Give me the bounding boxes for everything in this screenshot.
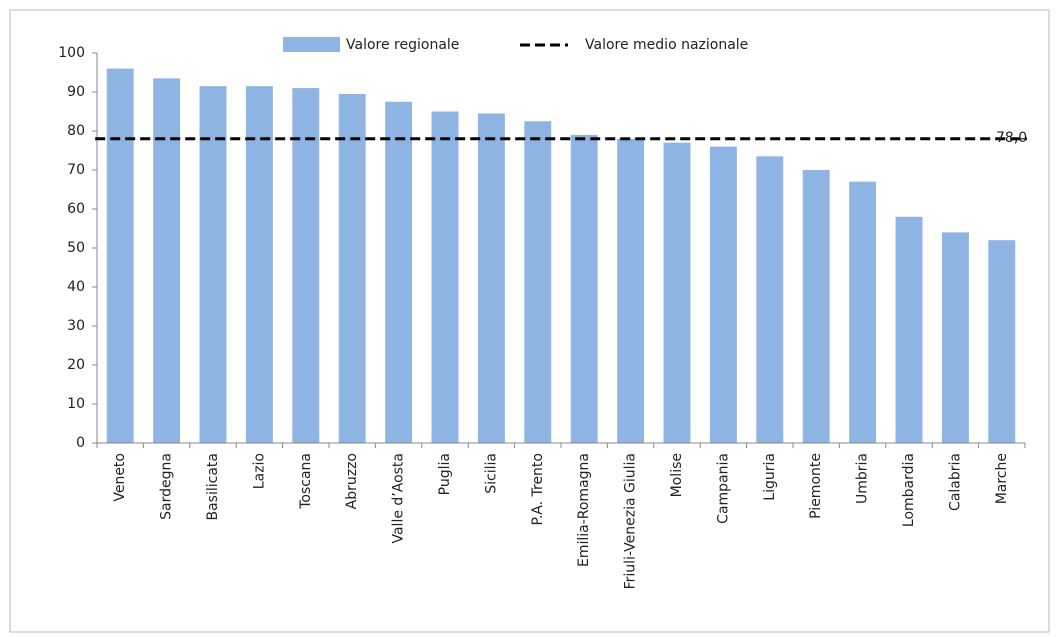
bar	[524, 121, 552, 443]
bar	[709, 146, 737, 443]
x-tick-label: Piemonte	[808, 453, 824, 519]
y-tick-label: 90	[67, 84, 85, 100]
x-tick-label: Lombardia	[901, 453, 917, 527]
bar	[570, 134, 598, 443]
bar	[756, 156, 784, 443]
x-tick-label: Sicilia	[483, 453, 499, 494]
y-tick-label: 10	[67, 396, 85, 412]
x-tick-label: Marche	[994, 453, 1010, 504]
y-tick-label: 60	[67, 201, 85, 217]
x-tick-label: P.A. Trento	[530, 453, 546, 525]
bar	[338, 93, 366, 443]
x-tick-label: Friuli-Venezia Giulia	[623, 453, 639, 589]
y-tick-label: 70	[67, 162, 85, 178]
bar	[153, 78, 181, 443]
y-tick-label: 30	[67, 318, 85, 334]
bar	[988, 240, 1016, 443]
bar	[663, 142, 691, 443]
bar	[617, 138, 645, 444]
bar	[106, 68, 134, 443]
y-tick-label: 0	[76, 435, 85, 451]
x-tick-label: Calabria	[947, 453, 963, 511]
bar	[895, 216, 923, 443]
bar	[245, 86, 273, 444]
legend-label: Valore medio nazionale	[585, 37, 748, 53]
x-tick-label: Emilia-Romagna	[576, 453, 592, 567]
x-tick-label: Abruzzo	[344, 453, 360, 509]
y-tick-label: 40	[67, 279, 85, 295]
bar	[849, 181, 877, 443]
y-tick-label: 80	[67, 123, 85, 139]
bar	[941, 232, 969, 443]
bar	[292, 88, 320, 443]
x-tick-label: Puglia	[437, 453, 453, 495]
x-tick-label: Umbria	[855, 453, 871, 504]
x-tick-label: Valle d’Aosta	[391, 453, 407, 544]
y-tick-label: 100	[58, 45, 85, 61]
x-tick-label: Sardegna	[159, 453, 175, 520]
bar	[385, 101, 413, 443]
y-tick-label: 20	[67, 357, 85, 373]
legend-label: Valore regionale	[346, 37, 459, 53]
x-tick-label: Veneto	[112, 453, 128, 502]
reference-label: 78,0	[996, 130, 1027, 146]
bar	[199, 86, 227, 444]
x-tick-label: Molise	[669, 453, 685, 497]
x-tick-label: Campania	[715, 453, 731, 524]
x-tick-label: Toscana	[298, 453, 314, 510]
bar	[477, 113, 505, 443]
bar	[431, 111, 459, 443]
x-tick-label: Basilicata	[205, 453, 221, 521]
bar	[802, 170, 830, 443]
legend-swatch	[283, 37, 340, 52]
x-tick-label: Lazio	[251, 453, 267, 489]
y-tick-label: 50	[67, 240, 85, 256]
x-tick-label: Liguria	[762, 453, 778, 501]
